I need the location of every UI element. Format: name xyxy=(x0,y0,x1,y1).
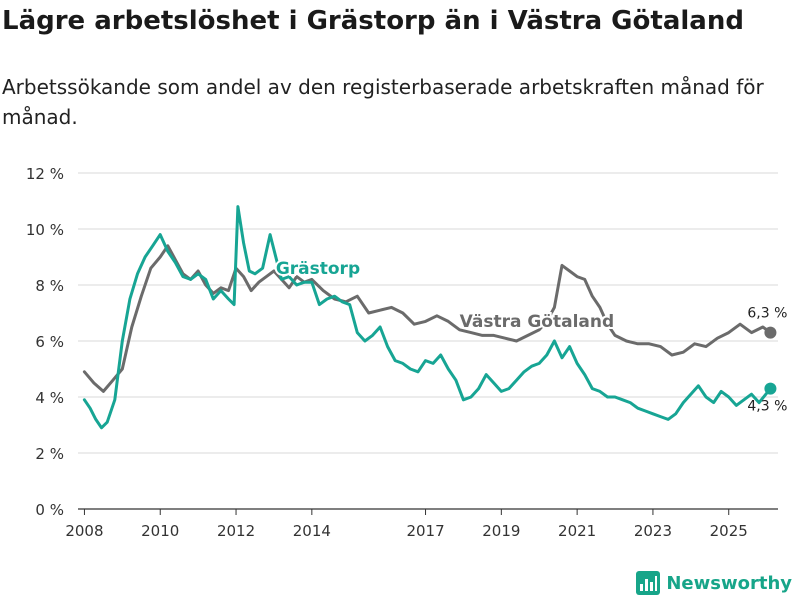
y-axis-ticks: 0 % 2 % 4 % 6 % 8 % 10 % 12 % xyxy=(26,165,64,519)
series-line-grastorp xyxy=(82,205,772,430)
y-tick-label: 8 % xyxy=(35,277,64,295)
chart-title: Lägre arbetslöshet i Grästorp än i Västr… xyxy=(2,6,744,36)
y-tick-label: 4 % xyxy=(35,389,64,407)
brand-name: Newsworthy xyxy=(666,572,792,594)
chart-subtitle: Arbetssökande som andel av den registerb… xyxy=(2,75,764,129)
series-end-point xyxy=(764,382,777,395)
y-gridlines xyxy=(78,172,778,510)
x-tick-label: 2021 xyxy=(558,522,596,540)
y-tick-label: 12 % xyxy=(26,165,64,183)
x-tick-label: 2014 xyxy=(293,522,331,540)
y-tick-label: 2 % xyxy=(35,445,64,463)
x-tick-label: 2008 xyxy=(65,522,103,540)
series-name-annotation: Grästorp xyxy=(276,259,360,279)
x-tick-label: 2023 xyxy=(634,522,672,540)
end-value-label: 6,3 % xyxy=(747,306,787,322)
x-axis-ticks: 2008 2010 2012 2014 2017 2019 2021 2023 2025 xyxy=(65,509,748,540)
y-tick-label: 0 % xyxy=(35,501,64,519)
y-tick-label: 6 % xyxy=(35,333,64,351)
series-line-vastra-gotaland xyxy=(82,244,772,393)
y-tick-label: 10 % xyxy=(26,221,64,239)
x-tick-label: 2019 xyxy=(482,522,520,540)
series-lines xyxy=(82,205,777,430)
x-tick-label: 2025 xyxy=(710,522,748,540)
series-end-point xyxy=(764,326,777,339)
x-tick-label: 2012 xyxy=(217,522,255,540)
series-name-annotation: Västra Götaland xyxy=(460,312,615,332)
x-tick-label: 2010 xyxy=(141,522,179,540)
newsworthy-logo[interactable]: Newsworthy xyxy=(636,569,792,597)
newsworthy-logo-icon xyxy=(636,571,661,595)
end-value-label: 4,3 % xyxy=(747,399,787,415)
x-tick-label: 2017 xyxy=(406,522,444,540)
series-labels: 6,3 % 4,3 % Grästorp Västra Götaland xyxy=(274,257,788,415)
